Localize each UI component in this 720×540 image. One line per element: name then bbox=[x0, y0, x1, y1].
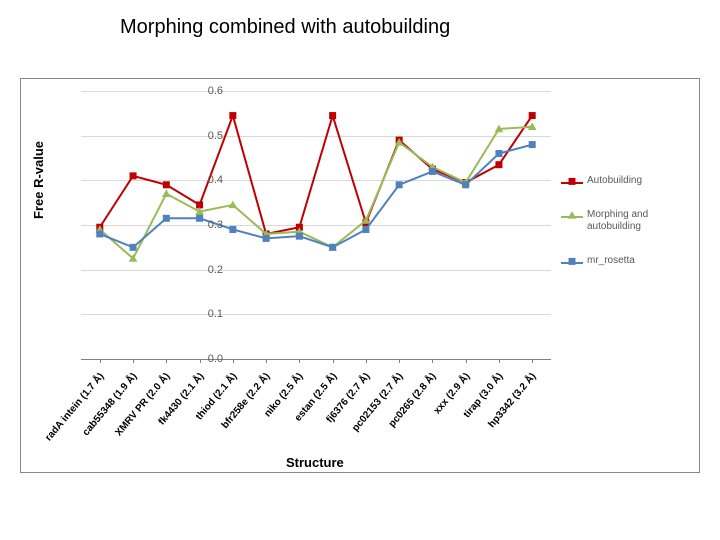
y-tick-label: 0.5 bbox=[183, 130, 223, 142]
plot-area bbox=[81, 91, 551, 360]
y-tick-label: 0.4 bbox=[183, 174, 223, 186]
x-tick-label: radA intein (1.7 Å) bbox=[43, 371, 106, 443]
legend-item-morphing-and-autobuilding: Morphing and autobuilding bbox=[561, 209, 693, 233]
square-icon bbox=[566, 255, 578, 267]
chart-container: Free R-value radA intein (1.7 Å)cab55348… bbox=[20, 78, 700, 473]
series-marker-mr-rosetta bbox=[462, 181, 469, 188]
series-marker-morphing-and-autobuilding bbox=[229, 201, 238, 209]
x-tick-mark bbox=[333, 359, 334, 363]
legend: Autobuilding Morphing and autobuilding mr_… bbox=[561, 175, 693, 289]
x-tick-mark bbox=[133, 359, 134, 363]
x-axis-label: Structure bbox=[286, 455, 344, 470]
x-tick-mark bbox=[166, 359, 167, 363]
legend-item-autobuilding: Autobuilding bbox=[561, 175, 693, 187]
legend-item-mr-rosetta: mr_rosetta bbox=[561, 255, 693, 267]
series-marker-mr-rosetta bbox=[96, 230, 103, 237]
series-marker-autobuilding bbox=[163, 181, 170, 188]
x-tick-mark bbox=[466, 359, 467, 363]
square-icon bbox=[566, 175, 578, 187]
x-tick-mark bbox=[266, 359, 267, 363]
x-tick-mark bbox=[432, 359, 433, 363]
series-marker-mr-rosetta bbox=[429, 168, 436, 175]
legend-swatch bbox=[561, 211, 583, 221]
y-axis-label: Free R-value bbox=[31, 141, 46, 219]
series-marker-mr-rosetta bbox=[229, 226, 236, 233]
series-layer bbox=[81, 91, 551, 359]
series-marker-autobuilding bbox=[529, 112, 536, 119]
triangle-icon bbox=[566, 209, 578, 221]
x-tick-mark bbox=[399, 359, 400, 363]
x-tick-mark bbox=[100, 359, 101, 363]
series-marker-mr-rosetta bbox=[263, 235, 270, 242]
series-marker-mr-rosetta bbox=[529, 141, 536, 148]
series-marker-morphing-and-autobuilding bbox=[162, 189, 171, 197]
series-marker-mr-rosetta bbox=[163, 215, 170, 222]
series-marker-autobuilding bbox=[229, 112, 236, 119]
legend-label: Morphing and autobuilding bbox=[587, 209, 693, 233]
x-tick-mark bbox=[366, 359, 367, 363]
legend-swatch bbox=[561, 257, 583, 267]
series-marker-mr-rosetta bbox=[130, 244, 137, 251]
series-marker-mr-rosetta bbox=[495, 150, 502, 157]
series-marker-autobuilding bbox=[130, 172, 137, 179]
legend-swatch bbox=[561, 177, 583, 187]
x-tick-mark bbox=[299, 359, 300, 363]
x-tick-mark bbox=[532, 359, 533, 363]
y-tick-label: 0.2 bbox=[183, 264, 223, 276]
series-marker-mr-rosetta bbox=[329, 244, 336, 251]
y-tick-label: 0.1 bbox=[183, 308, 223, 320]
y-tick-label: 0.3 bbox=[183, 219, 223, 231]
chart-title: Morphing combined with autobuilding bbox=[120, 16, 450, 39]
series-marker-mr-rosetta bbox=[296, 233, 303, 240]
series-marker-autobuilding bbox=[495, 161, 502, 168]
series-marker-mr-rosetta bbox=[362, 226, 369, 233]
legend-label: Autobuilding bbox=[587, 175, 642, 187]
y-tick-label: 0.0 bbox=[183, 353, 223, 365]
series-marker-autobuilding bbox=[329, 112, 336, 119]
y-tick-label: 0.6 bbox=[183, 85, 223, 97]
x-tick-mark bbox=[499, 359, 500, 363]
series-marker-mr-rosetta bbox=[396, 181, 403, 188]
legend-label: mr_rosetta bbox=[587, 255, 635, 267]
x-tick-mark bbox=[233, 359, 234, 363]
